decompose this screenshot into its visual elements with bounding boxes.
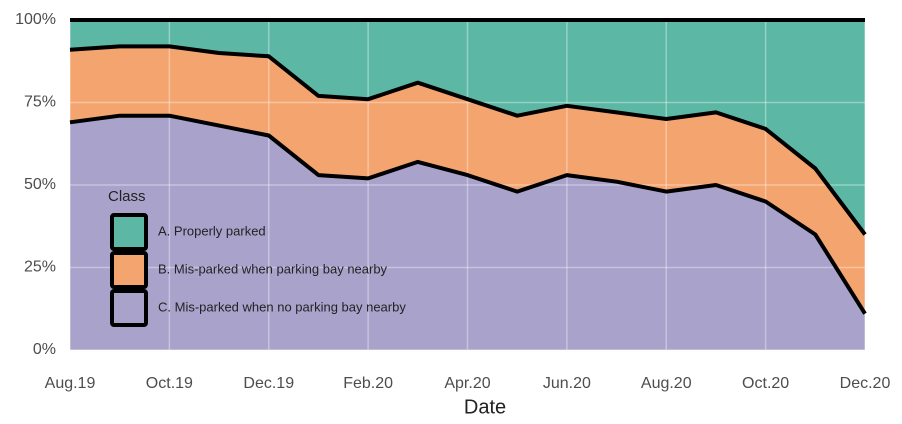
legend-swatch	[110, 289, 148, 327]
legend-label: C. Mis-parked when no parking bay nearby	[158, 299, 406, 314]
x-tick-label: Oct.20	[742, 375, 789, 392]
y-tick-label: 25%	[24, 259, 56, 276]
y-tick-label: 0%	[33, 341, 56, 358]
legend-swatch	[110, 251, 148, 289]
x-tick-label: Apr.20	[444, 375, 490, 392]
y-tick-label: 75%	[24, 94, 56, 111]
x-tick-label: Aug.19	[45, 375, 96, 392]
y-tick-label: 100%	[15, 11, 56, 28]
x-axis-title: Date	[464, 396, 506, 418]
x-tick-label: Dec.20	[840, 375, 891, 392]
x-tick-label: Oct.19	[146, 375, 193, 392]
legend-label: B. Mis-parked when parking bay nearby	[158, 261, 388, 276]
legend-swatch	[110, 213, 148, 251]
legend-label: A. Properly parked	[158, 223, 266, 238]
area	[70, 46, 865, 314]
area	[70, 20, 865, 235]
x-tick-label: Feb.20	[343, 375, 393, 392]
legend-title: Class	[108, 188, 146, 205]
x-tick-label: Aug.20	[641, 375, 692, 392]
boundary-line	[69, 113, 867, 315]
boundary-line	[69, 44, 867, 236]
area	[70, 115, 865, 350]
x-tick-label: Dec.19	[243, 375, 294, 392]
y-tick-label: 50%	[24, 176, 56, 193]
x-tick-label: Jun.20	[543, 375, 591, 392]
